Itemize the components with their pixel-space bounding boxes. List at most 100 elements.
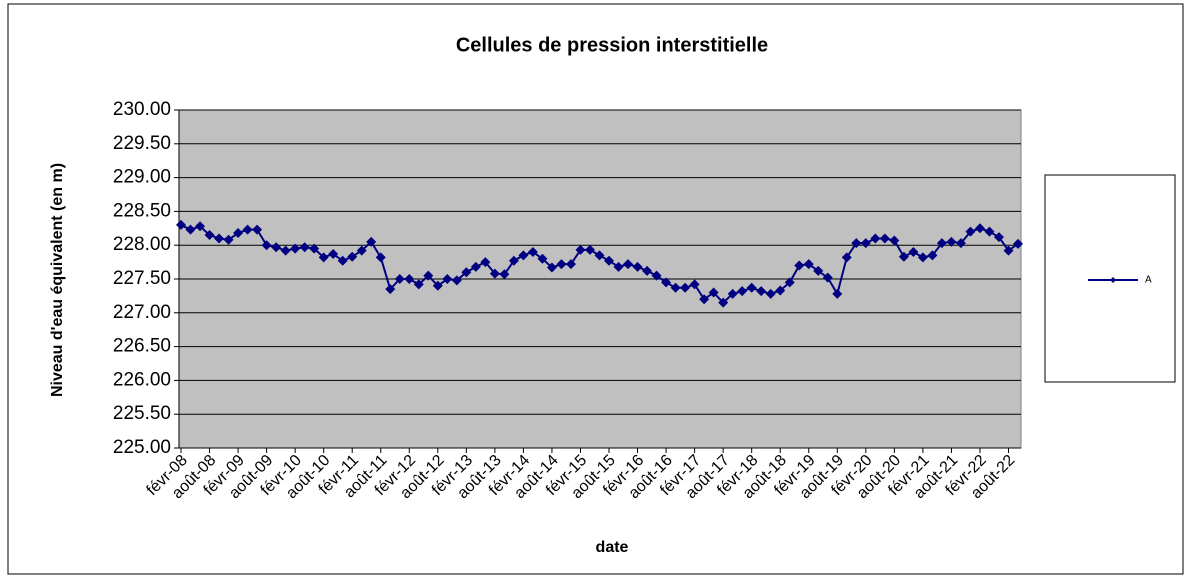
- y-tick-label: 227.50: [113, 268, 171, 289]
- data-point: [1003, 245, 1014, 256]
- chart-title: Cellules de pression interstitielle: [456, 34, 768, 56]
- y-tick-label: 225.00: [113, 437, 171, 458]
- data-point: [832, 288, 843, 299]
- y-axis-label: Niveau d'eau équivalent (en m): [49, 163, 66, 397]
- data-point: [851, 238, 862, 249]
- data-point: [756, 286, 767, 297]
- data-point: [252, 224, 263, 235]
- data-point: [480, 257, 491, 268]
- data-point: [1013, 238, 1023, 249]
- data-point: [946, 236, 957, 247]
- data-point: [356, 245, 367, 256]
- data-point: [489, 268, 500, 279]
- data-point: [908, 246, 919, 257]
- y-tick-label: 226.50: [113, 336, 171, 357]
- data-point: [404, 274, 415, 284]
- data-point: [499, 269, 510, 280]
- data-point: [423, 270, 434, 281]
- data-point: [927, 250, 938, 261]
- data-point: [737, 286, 748, 297]
- data-point: [708, 287, 719, 298]
- data-point: [661, 277, 672, 288]
- data-point: [309, 243, 320, 254]
- data-point: [280, 245, 291, 256]
- data-point: [195, 221, 206, 232]
- data-point: [841, 252, 852, 263]
- data-point: [917, 252, 928, 263]
- data-point: [204, 230, 215, 241]
- data-point: [337, 255, 348, 266]
- data-point: [290, 243, 301, 254]
- data-point: [803, 259, 814, 270]
- data-point: [432, 280, 443, 291]
- legend-marker: [1110, 277, 1116, 283]
- data-point: [680, 282, 691, 293]
- data-point: [242, 224, 253, 235]
- data-point: [233, 228, 244, 239]
- data-point: [375, 252, 386, 263]
- data-point: [318, 252, 329, 263]
- data-point: [642, 265, 653, 276]
- data-point: [328, 248, 339, 259]
- data-point: [727, 288, 738, 299]
- y-tick-label: 225.50: [113, 403, 171, 424]
- data-point: [413, 279, 424, 290]
- data-point: [775, 285, 786, 296]
- data-point: [898, 251, 909, 262]
- data-point: [461, 267, 472, 278]
- y-tick-label: 227.00: [113, 302, 171, 323]
- data-point: [594, 250, 605, 261]
- data-point: [889, 235, 900, 246]
- data-point: [632, 261, 643, 272]
- y-tick-label: 230.00: [113, 99, 171, 120]
- data-point: [965, 226, 976, 237]
- y-tick-label: 228.00: [113, 234, 171, 255]
- y-tick-label: 229.50: [113, 133, 171, 154]
- data-point: [223, 234, 234, 245]
- data-point: [176, 219, 186, 230]
- data-point: [822, 272, 833, 283]
- data-point: [813, 265, 824, 276]
- data-point: [508, 255, 519, 266]
- data-point: [936, 238, 947, 249]
- data-point: [261, 240, 272, 251]
- data-point: [366, 236, 377, 247]
- data-point: [518, 250, 529, 261]
- data-point: [271, 242, 282, 253]
- data-point: [214, 233, 225, 244]
- data-point: [537, 253, 548, 264]
- data-point: [185, 224, 196, 235]
- data-point: [699, 294, 710, 305]
- data-point: [613, 261, 624, 272]
- data-point: [565, 259, 576, 270]
- data-point: [527, 246, 538, 257]
- data-point: [984, 226, 995, 237]
- data-point: [470, 261, 481, 272]
- data-point: [575, 244, 586, 255]
- data-point: [955, 238, 966, 249]
- data-point: [651, 270, 662, 281]
- data-point: [993, 232, 1004, 243]
- data-point: [689, 279, 700, 290]
- data-point: [442, 274, 453, 284]
- y-tick-label: 226.00: [113, 369, 171, 390]
- data-point: [746, 282, 757, 293]
- data-point: [794, 260, 805, 271]
- x-axis-label: date: [596, 539, 629, 556]
- data-point: [556, 259, 567, 270]
- data-point: [879, 233, 890, 244]
- legend-label: A: [1145, 275, 1152, 286]
- data-point: [670, 282, 681, 293]
- data-point: [718, 297, 729, 308]
- data-point: [765, 288, 776, 299]
- y-tick-label: 228.50: [113, 200, 171, 221]
- data-point: [784, 277, 795, 288]
- data-point: [584, 244, 595, 255]
- data-point: [546, 262, 557, 273]
- data-point: [604, 255, 615, 266]
- data-point: [870, 233, 881, 244]
- data-point: [623, 259, 634, 270]
- data-point: [347, 251, 358, 262]
- data-point: [451, 275, 462, 286]
